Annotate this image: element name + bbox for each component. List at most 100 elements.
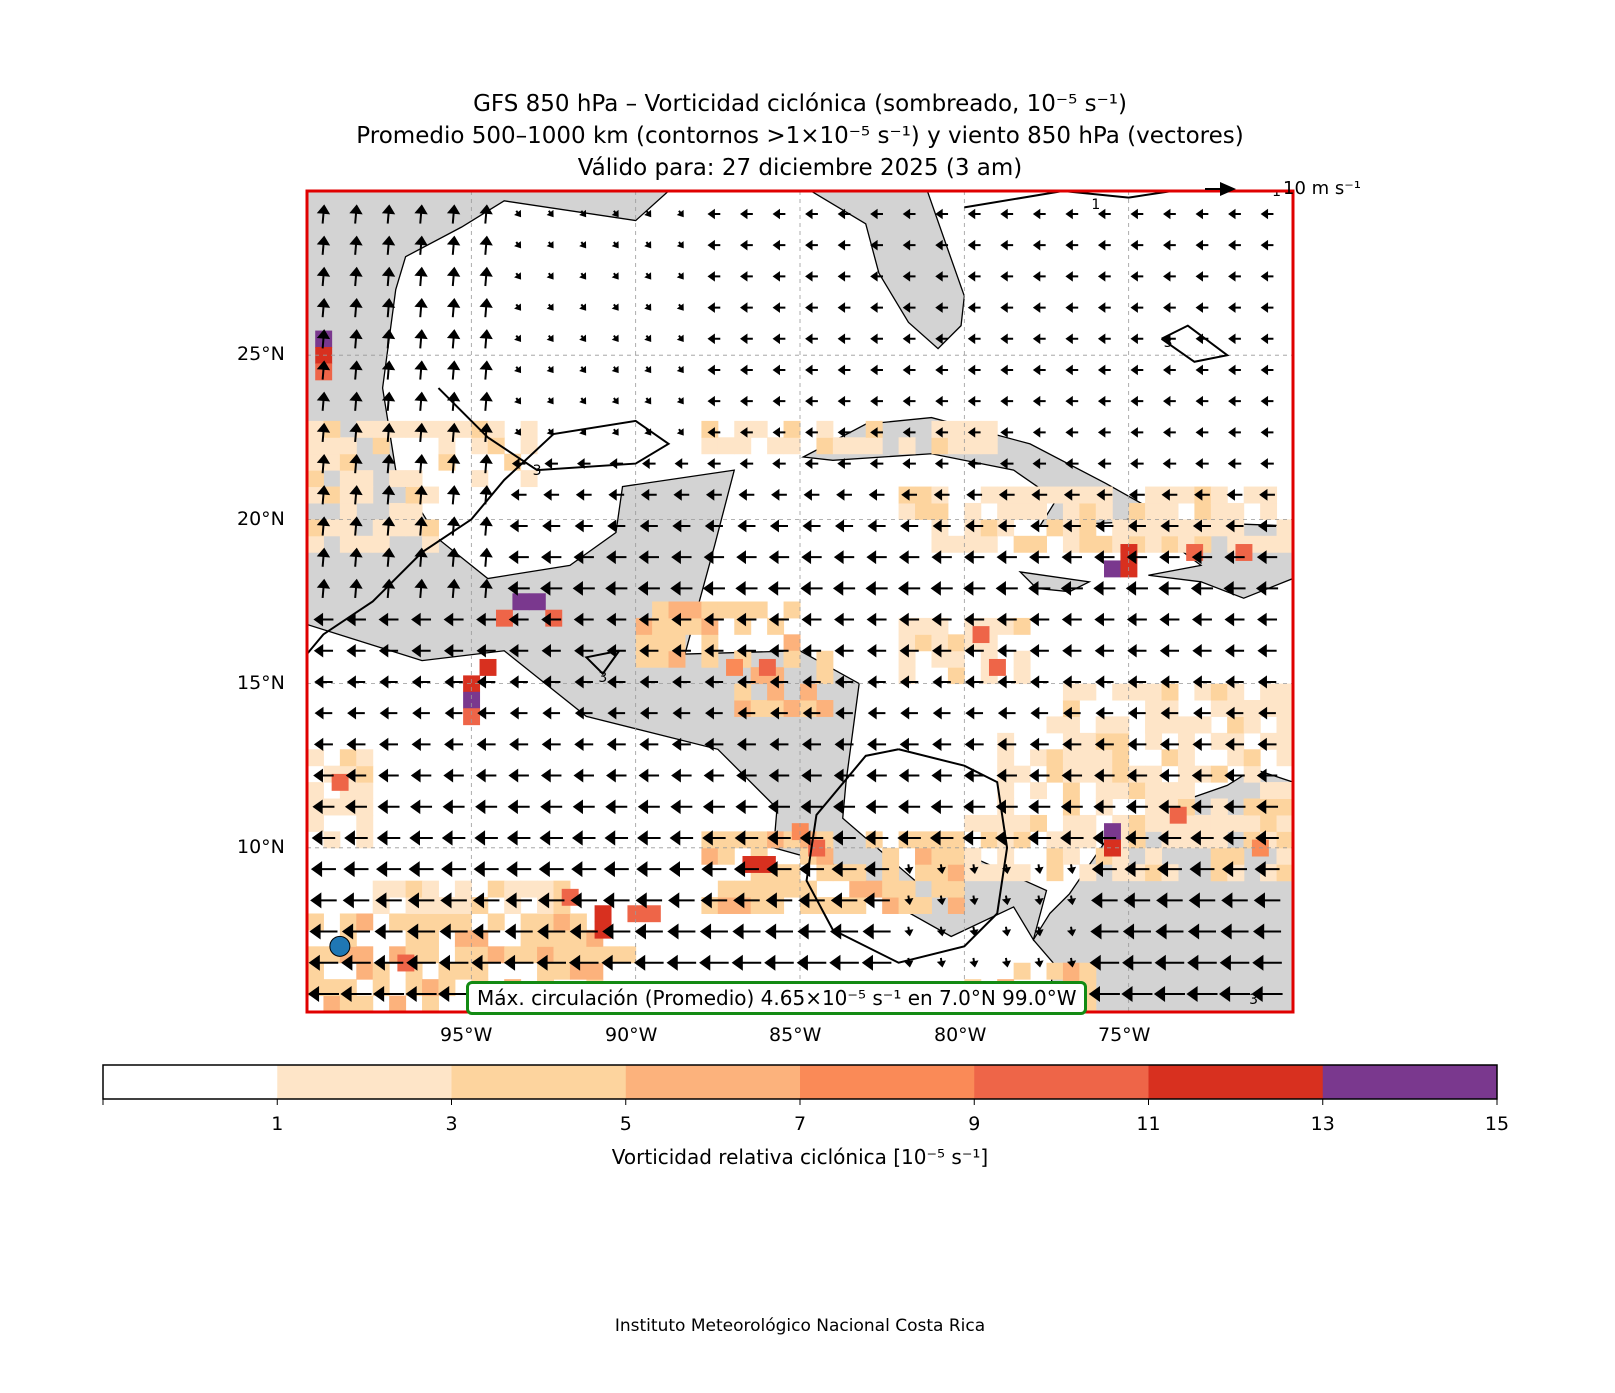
wind-vector — [772, 239, 786, 251]
vorticity-cell — [463, 675, 481, 693]
wind-vector — [669, 830, 694, 846]
wind-vector — [935, 364, 949, 376]
wind-vector — [638, 768, 660, 783]
vorticity-cell — [1161, 502, 1179, 520]
vorticity-cell — [1095, 535, 1113, 553]
wind-vector — [1062, 675, 1082, 689]
vorticity-cell — [1046, 847, 1064, 865]
vorticity-cell — [1079, 683, 1097, 701]
wind-vector — [1034, 864, 1044, 874]
vorticity-cell — [684, 617, 702, 635]
wind-vector — [1257, 644, 1277, 658]
wind-vector — [1195, 333, 1209, 345]
wind-vector — [316, 547, 331, 567]
wind-vector — [446, 235, 461, 255]
wind-vector — [381, 329, 396, 349]
wind-vector — [541, 612, 562, 627]
wind-vector — [997, 706, 1016, 720]
max-circulation-marker — [329, 935, 351, 957]
vorticity-contour — [805, 748, 1009, 964]
wind-vector — [997, 737, 1017, 752]
wind-vector — [672, 519, 691, 533]
wind-vector — [707, 271, 721, 282]
wind-vector — [411, 612, 432, 627]
wind-vector — [1260, 458, 1274, 470]
wind-vector — [313, 737, 333, 752]
colorbar-tick-label: 7 — [793, 1113, 807, 1135]
wind-vector — [904, 926, 914, 937]
wind-vector — [870, 333, 883, 345]
wind-vector — [1228, 395, 1241, 407]
vorticity-cell — [717, 601, 735, 619]
vorticity-cell — [339, 470, 357, 488]
wind-vector — [540, 581, 563, 596]
vorticity-cell — [1260, 782, 1278, 800]
wind-vector — [932, 737, 952, 752]
footer-credit: Instituto Meteorológico Nacional Costa R… — [614, 1316, 986, 1336]
wind-vector — [1160, 519, 1179, 533]
vorticity-cell — [307, 453, 324, 471]
wind-vector — [514, 303, 522, 311]
wind-vector — [607, 706, 626, 720]
vorticity-cell — [586, 946, 604, 964]
vorticity-cell — [339, 502, 357, 520]
vorticity-cell — [1177, 749, 1195, 767]
vorticity-cell — [734, 880, 752, 898]
vorticity-cell — [915, 502, 932, 520]
wind-vector — [1121, 985, 1153, 1002]
wind-vector — [802, 737, 821, 752]
wind-vector — [639, 737, 659, 752]
vorticity-cell — [339, 437, 357, 455]
vorticity-cell — [1079, 502, 1097, 520]
wind-vector — [349, 422, 363, 443]
vorticity-cell — [750, 831, 768, 849]
vorticity-cell — [1079, 519, 1097, 537]
wind-vector — [346, 737, 366, 752]
vorticity-cell — [356, 995, 374, 1012]
vorticity-cell — [422, 519, 439, 537]
vorticity-cell — [783, 700, 801, 717]
vorticity-cell — [463, 708, 481, 726]
wind-vector — [870, 271, 883, 282]
wind-vector — [668, 892, 695, 909]
vorticity-cell — [734, 601, 752, 619]
wind-vector — [514, 334, 522, 342]
vorticity-cell — [1112, 732, 1130, 750]
wind-vector — [1255, 581, 1279, 596]
vorticity-cell — [734, 617, 752, 635]
vorticity-cell — [1013, 962, 1031, 980]
vorticity-cell — [947, 634, 965, 652]
vorticity-cell — [586, 962, 604, 980]
colorbar-tick-label: 9 — [968, 1113, 981, 1135]
vorticity-cell — [1013, 650, 1031, 668]
wind-vector — [1228, 364, 1241, 376]
wind-vector — [476, 644, 496, 658]
vorticity-cell — [816, 700, 834, 717]
wind-vector — [1227, 458, 1242, 470]
vorticity-cell — [1104, 839, 1121, 857]
wind-vector — [344, 799, 367, 815]
wind-vector — [1163, 208, 1176, 220]
wind-vector — [670, 581, 693, 596]
wind-vector — [1257, 519, 1277, 533]
wind-vector — [965, 519, 984, 533]
wind-vector — [1000, 239, 1014, 251]
wind-vector — [446, 391, 461, 411]
wind-vector — [837, 395, 851, 407]
wind-vector — [1130, 364, 1144, 376]
wind-vector — [572, 581, 595, 596]
wind-vector — [673, 488, 690, 501]
wind-vector — [349, 204, 363, 224]
vorticity-cell — [701, 601, 719, 619]
vorticity-cell — [767, 683, 785, 701]
wind-vector — [966, 488, 983, 501]
vorticity-cell — [1079, 732, 1097, 750]
wind-vector — [870, 395, 883, 407]
wind-vector — [611, 397, 619, 405]
wind-vector — [376, 830, 401, 846]
wind-vector — [834, 737, 854, 752]
wind-vector — [546, 272, 554, 280]
wind-vector — [936, 864, 946, 874]
wind-vector — [349, 453, 363, 474]
